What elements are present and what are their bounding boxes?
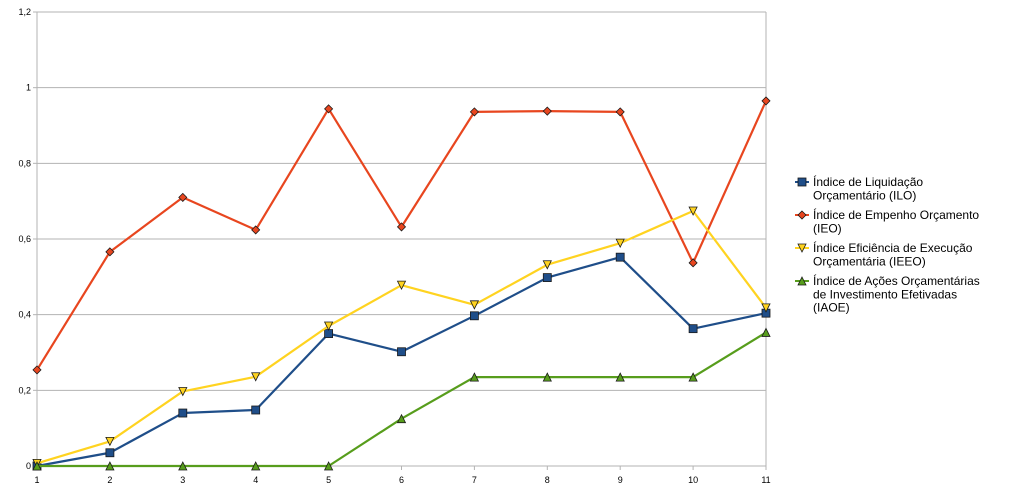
x-tick-label: 7: [472, 475, 477, 485]
y-tick-label: 0,8: [18, 158, 31, 168]
y-tick-label: 0,6: [18, 234, 31, 244]
grid-lines: [37, 11, 766, 467]
data-point: [251, 461, 261, 471]
axes: [33, 11, 767, 470]
data-point: [251, 372, 261, 382]
legend-item-2: Índice de Empenho Orçamento(IEO): [795, 207, 979, 235]
x-tick-label: 4: [253, 475, 258, 485]
data-point: [542, 273, 552, 282]
legend-label: de Investimento Efetivadas: [813, 287, 957, 301]
data-point: [397, 347, 406, 357]
data-point: [105, 247, 115, 257]
data-point: [469, 107, 479, 117]
y-tick-label: 1: [26, 83, 31, 93]
legend-item-3: Índice Eficiência de ExecuçãoOrçamentári…: [795, 240, 973, 268]
data-point: [251, 225, 261, 235]
legend-label: (IEO): [813, 221, 842, 235]
data-point: [105, 461, 115, 471]
data-point: [615, 372, 625, 382]
data-point: [615, 238, 625, 249]
data-point: [178, 408, 188, 418]
data-point: [323, 321, 334, 331]
data-point: [469, 300, 480, 310]
data-point: [396, 413, 407, 424]
data-point: [542, 106, 552, 116]
legend-label: Índice Eficiência de Execução: [813, 240, 973, 255]
y-tick-label: 1,2: [18, 7, 31, 17]
data-point: [324, 104, 334, 114]
x-tick-label: 3: [180, 475, 185, 485]
data-point: [105, 437, 115, 447]
data-point: [105, 448, 115, 458]
x-tick-label: 2: [107, 475, 112, 485]
data-point: [688, 372, 698, 382]
series-2: [32, 96, 771, 375]
y-tick-label: 0: [26, 461, 31, 471]
data-point: [32, 461, 42, 471]
y-axis-tick-labels: 0 0,2 0,4 0,6 0,8 1 1,2: [18, 7, 31, 471]
data-point: [396, 222, 407, 232]
series-lines: [32, 96, 771, 471]
series-4: [32, 327, 771, 471]
data-point: [396, 280, 407, 291]
data-point: [761, 327, 771, 337]
data-point: [688, 324, 698, 334]
x-tick-label: 1: [34, 475, 39, 485]
legend-label: Índice de Liquidação: [813, 174, 923, 189]
data-point: [761, 96, 771, 106]
data-point: [688, 258, 698, 268]
data-point: [178, 192, 188, 202]
data-point: [761, 303, 771, 313]
data-point: [323, 461, 334, 471]
data-point: [178, 387, 188, 397]
data-point: [615, 252, 625, 262]
x-tick-label: 9: [618, 475, 623, 485]
series-1: [32, 252, 771, 471]
legend-label: Orçamentária (IEEO): [813, 254, 926, 268]
data-point: [615, 107, 625, 117]
x-tick-label: 6: [399, 475, 404, 485]
legend-label: Orçamentário (ILO): [813, 188, 916, 202]
legend-marker-icon: [797, 177, 807, 187]
legend-label: Índice de Ações Orçamentárias: [813, 273, 980, 288]
x-tick-label: 8: [545, 475, 550, 485]
x-axis-tick-labels: 1 2 3 4 5 6 7 8 9 10 11: [34, 475, 770, 485]
data-point: [688, 206, 698, 216]
data-point: [542, 260, 552, 270]
series-line: [36, 100, 768, 371]
y-tick-label: 0,4: [18, 310, 31, 320]
x-tick-label: 10: [688, 475, 698, 485]
data-point: [469, 372, 480, 382]
x-tick-label: 11: [761, 475, 770, 485]
series-line: [36, 209, 767, 465]
data-point: [542, 372, 552, 382]
legend-marker-icon: [797, 243, 807, 253]
legend-label: (IAOE): [813, 301, 850, 315]
data-point: [32, 365, 42, 375]
legend-marker-icon: [797, 210, 807, 220]
legend-label: Índice de Empenho Orçamento: [813, 207, 979, 222]
y-tick-label: 0,2: [18, 385, 31, 395]
data-point: [469, 311, 479, 321]
data-point: [251, 405, 261, 415]
data-point: [178, 461, 188, 471]
x-tick-label: 5: [326, 475, 331, 485]
legend-marker-icon: [797, 276, 807, 286]
series-3: [32, 206, 771, 469]
